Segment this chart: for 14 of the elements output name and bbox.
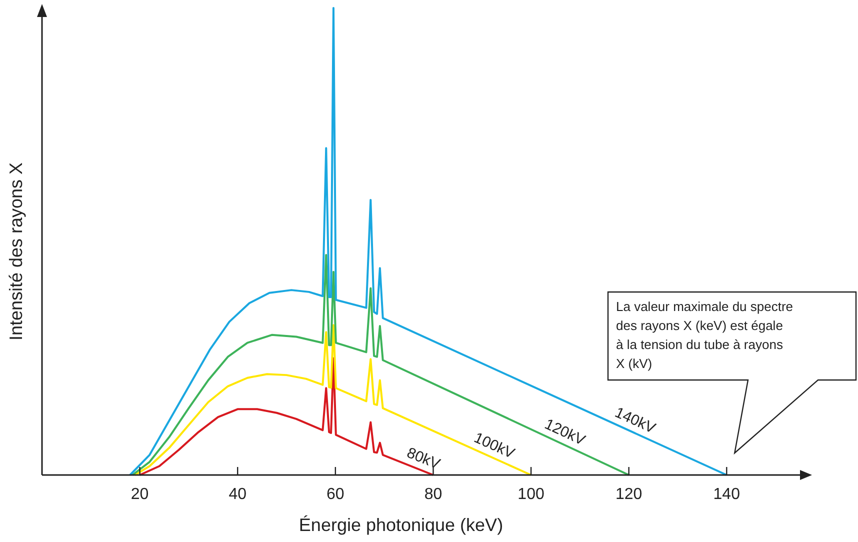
x-tick-label: 140 [713, 486, 740, 503]
text: 120kV [542, 416, 588, 450]
annotation: La valeur maximale du spectre des rayons X (keV) est égale à la tension du tube à rayons X (kV) [616, 299, 794, 371]
text: 100kV [471, 429, 518, 462]
x-tick-label: 20 [130, 486, 149, 503]
x-axis-title: Énergie photonique (keV) [298, 515, 504, 535]
text: 140kV [612, 404, 658, 438]
text: 80kV [404, 444, 442, 473]
x-tick-label: 40 [228, 486, 247, 503]
x-tick-label: 80 [424, 486, 442, 503]
y-axis-title: Intensité des rayons X [6, 162, 26, 341]
x-tick-label: 100 [518, 486, 544, 503]
x-tick-label: 120 [615, 486, 642, 503]
x-tick-label: 60 [326, 486, 344, 503]
